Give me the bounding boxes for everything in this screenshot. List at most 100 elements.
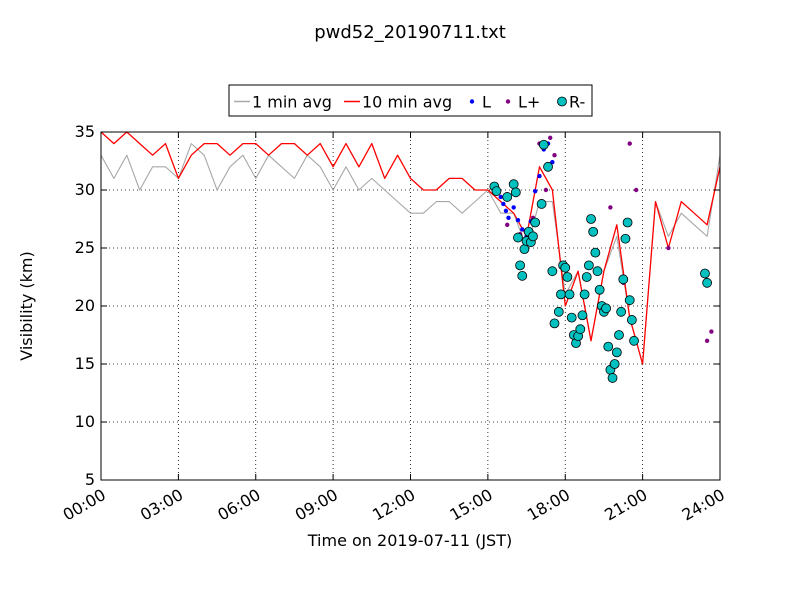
point-r [618,274,629,285]
point-r [519,244,530,255]
point-r [586,214,596,224]
point-r [502,192,513,202]
legend-swatch-l [469,99,475,104]
point-r [553,306,564,317]
point-r [560,262,571,273]
legend-label-l: L+ [518,93,540,112]
x-tick-label: 21:00 [601,485,650,525]
point-l [503,208,509,214]
point-r [607,373,618,383]
y-tick-label: 35 [75,122,95,141]
point-r [510,187,521,198]
point-r [538,139,549,150]
point-r [515,260,526,271]
legend: 1 min avg 10 min avg L L+ R- [228,84,593,117]
point-r [575,324,586,335]
point-l [532,188,538,194]
point-l [515,217,521,223]
point-r [603,341,614,352]
legend-swatch-r [557,96,567,107]
series-layer [100,131,721,383]
y-axis-label: Visibility (km) [17,251,36,360]
point-r [536,199,547,209]
point-l [552,153,557,158]
y-tick-label: 20 [75,296,95,315]
x-tick-label: 06:00 [214,485,263,525]
point-r [702,277,713,288]
point-r [624,295,635,306]
point-l [543,187,549,193]
point-r [700,268,710,279]
point-r [508,179,519,190]
legend-label-l: L [482,93,491,112]
point-r [547,266,558,277]
point-r [629,335,639,346]
x-tick-label: 03:00 [137,485,186,525]
y-tick-label: 5 [85,470,95,489]
point-r [620,233,631,244]
x-tick-label: 09:00 [292,485,341,525]
point-r [614,330,624,340]
x-axis-label: Time on 2019-07-11 (JST) [307,531,512,550]
y-tick-label: 30 [75,180,95,199]
point-r [562,272,573,282]
y-tick-label: 15 [75,354,95,373]
legend-label-10-min-avg: 10 min avg [362,93,452,112]
point-r [579,289,590,300]
point-l [537,173,542,179]
point-l [520,227,525,232]
point-l [666,245,671,251]
point-r [594,284,605,295]
point-l [548,135,553,140]
point-r [530,217,541,228]
point-r [592,266,603,277]
legend-frame [228,84,593,117]
point-r [581,272,592,282]
point-l [709,329,714,334]
legend-swatch-l [505,99,511,104]
point-r [622,217,633,228]
point-r [616,306,627,317]
point-r [583,260,594,271]
series-line-1-min-avg [100,143,721,365]
point-r [626,315,637,325]
x-tick-label: 12:00 [369,485,418,525]
x-tick-label: 24:00 [679,485,728,525]
point-l [511,205,516,210]
point-r [577,310,588,321]
plot-area [101,132,720,480]
chart-title: pwd52_20190711.txt [314,22,506,43]
point-r [588,226,599,237]
point-r [564,289,575,300]
point-l [498,194,503,200]
point-r [601,303,611,314]
point-r [543,161,553,172]
point-l [506,215,511,221]
x-tick-label: 18:00 [524,485,573,525]
point-r [528,231,538,242]
y-tick-label: 25 [75,238,95,257]
point-r [590,247,601,258]
y-tick-label: 10 [75,412,95,431]
point-l [608,205,613,210]
point-l [704,338,710,343]
point-r [549,318,560,329]
point-r [491,186,502,197]
legend-label-1-min-avg: 1 min avg [252,93,332,112]
point-r [556,289,566,300]
point-r [517,270,528,281]
legend-label-r: R- [569,93,585,112]
point-r [609,359,620,369]
point-l [633,187,639,193]
point-l [501,201,506,207]
point-r [513,232,523,243]
series-line-10-min-avg [100,131,721,365]
x-tick-label: 15:00 [446,485,495,525]
x-tick-label: 00:00 [60,485,109,525]
point-l [505,222,510,227]
point-r [611,347,622,358]
point-l [627,141,632,146]
point-r [566,312,577,323]
